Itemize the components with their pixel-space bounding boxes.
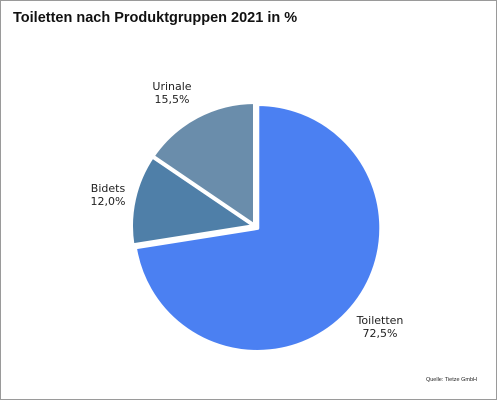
slice-value-urinale: 15,5% (155, 93, 190, 106)
slice-label-bidets: Bidets (91, 182, 126, 195)
slice-label-toiletten: Toiletten (356, 314, 404, 327)
pie-slice-urinale (150, 100, 257, 228)
slice-value-bidets: 12,0% (91, 195, 126, 208)
slice-label-urinale: Urinale (152, 80, 191, 93)
pie-slice-bidets (129, 154, 257, 248)
slice-value-toiletten: 72,5% (363, 327, 398, 340)
pie-slice-toiletten (132, 101, 384, 354)
chart-source: Quelle: Tietze GmbH (425, 377, 477, 383)
chart-title: Toiletten nach Produktgruppen 2021 in % (13, 10, 298, 26)
